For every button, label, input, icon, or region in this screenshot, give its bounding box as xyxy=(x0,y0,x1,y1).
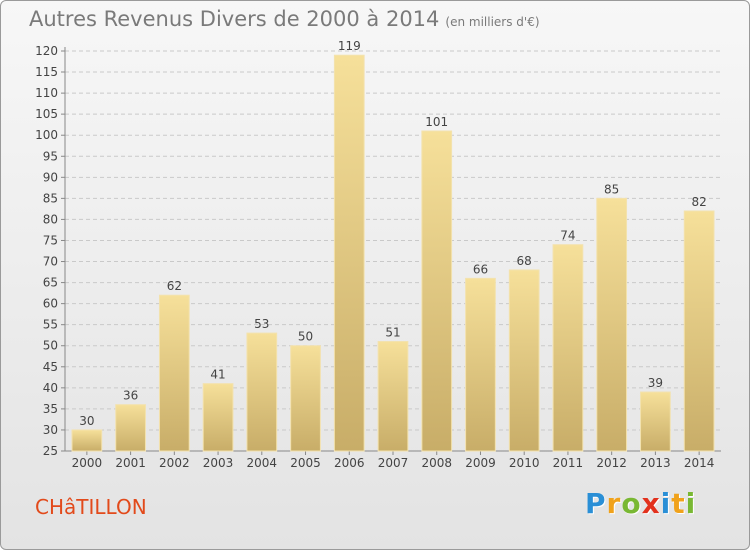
chart-subtitle: (en milliers d'€) xyxy=(445,15,540,29)
x-tick-label: 2014 xyxy=(684,456,715,470)
y-tick-label: 50 xyxy=(43,339,58,353)
logo-letter: r xyxy=(606,487,622,520)
bar-2007 xyxy=(377,341,409,452)
bar-2003 xyxy=(202,383,234,452)
y-tick-label: 55 xyxy=(43,318,58,332)
axes: 25 30 35 40 45 50 55 60 65 70 75 80 85 90 95 100 105 110 1… xyxy=(35,44,721,470)
logo-letter: i xyxy=(685,487,697,520)
y-tick-label: 120 xyxy=(35,44,58,58)
logo-letter: i xyxy=(660,487,672,520)
value-labels: 30 36 62 41 53 50 119 51 101 66 68 74 85 39 82 xyxy=(79,39,707,428)
y-tick-label: 60 xyxy=(43,297,58,311)
x-tick-label: 2003 xyxy=(203,456,234,470)
logo-letter: P xyxy=(585,487,607,520)
bar-2000 xyxy=(71,429,103,452)
bar-2004 xyxy=(246,332,278,452)
x-tick-label: 2011 xyxy=(553,456,584,470)
x-tick-label: 2013 xyxy=(640,456,671,470)
value-label: 36 xyxy=(123,389,138,403)
bar-2012 xyxy=(596,197,628,452)
value-label: 30 xyxy=(79,414,94,428)
bar-2014 xyxy=(683,210,715,452)
y-tick-label: 35 xyxy=(43,402,58,416)
chart-title: Autres Revenus Divers de 2000 à 2014 (en … xyxy=(29,7,540,31)
value-label: 39 xyxy=(648,376,663,390)
y-tick-label: 85 xyxy=(43,191,58,205)
y-tick-label: 25 xyxy=(43,444,58,458)
y-tick-label: 45 xyxy=(43,360,58,374)
y-tick-label: 105 xyxy=(35,107,58,121)
value-label: 62 xyxy=(167,279,182,293)
x-tick-label: 2009 xyxy=(465,456,496,470)
x-tick-label: 2012 xyxy=(596,456,627,470)
y-tick-label: 75 xyxy=(43,233,58,247)
x-tick-label: 2007 xyxy=(378,456,409,470)
value-label: 85 xyxy=(604,182,619,196)
proxiti-logo: Proxiti xyxy=(585,487,696,520)
value-label: 41 xyxy=(210,368,225,382)
bar-2005 xyxy=(290,345,321,452)
chart-title-text: Autres Revenus Divers de 2000 à 2014 xyxy=(29,7,440,31)
bar-2010 xyxy=(508,269,540,452)
y-tick-label: 100 xyxy=(35,128,58,142)
value-label: 74 xyxy=(560,229,575,243)
bars xyxy=(71,54,715,452)
value-label: 119 xyxy=(338,39,361,53)
y-tick-label: 80 xyxy=(43,212,58,226)
y-tick-label: 110 xyxy=(35,86,58,100)
bar-2009 xyxy=(465,277,496,452)
x-tick-label: 2010 xyxy=(509,456,540,470)
value-label: 68 xyxy=(517,254,532,268)
bar-2002 xyxy=(158,294,190,452)
value-label: 101 xyxy=(425,115,448,129)
city-name: CHâTILLON xyxy=(35,495,147,519)
value-label: 51 xyxy=(385,326,400,340)
x-tick-label: 2006 xyxy=(334,456,365,470)
logo-letter: x xyxy=(641,487,661,520)
x-tick-label: 2004 xyxy=(247,456,278,470)
value-label: 66 xyxy=(473,262,488,276)
bar-2013 xyxy=(640,391,671,452)
y-tick-label: 95 xyxy=(43,149,58,163)
y-tick-label: 90 xyxy=(43,170,58,184)
y-tick-label: 40 xyxy=(43,381,58,395)
bar-2011 xyxy=(552,244,584,452)
y-tick-label: 115 xyxy=(35,65,58,79)
y-tick-label: 65 xyxy=(43,276,58,290)
bar-2001 xyxy=(115,404,146,452)
value-label: 50 xyxy=(298,330,313,344)
x-tick-label: 2002 xyxy=(159,456,190,470)
bar-2008 xyxy=(421,130,453,452)
logo-letter: o xyxy=(621,487,642,520)
x-tick-label: 2000 xyxy=(72,456,103,470)
x-tick-label: 2005 xyxy=(290,456,321,470)
y-tick-label: 70 xyxy=(43,255,58,269)
value-label: 82 xyxy=(691,195,706,209)
logo-letter: t xyxy=(671,487,686,520)
value-label: 53 xyxy=(254,317,269,331)
x-tick-label: 2008 xyxy=(421,456,452,470)
bar-2006 xyxy=(333,54,365,452)
x-tick-label: 2001 xyxy=(115,456,146,470)
y-tick-label: 30 xyxy=(43,423,58,437)
